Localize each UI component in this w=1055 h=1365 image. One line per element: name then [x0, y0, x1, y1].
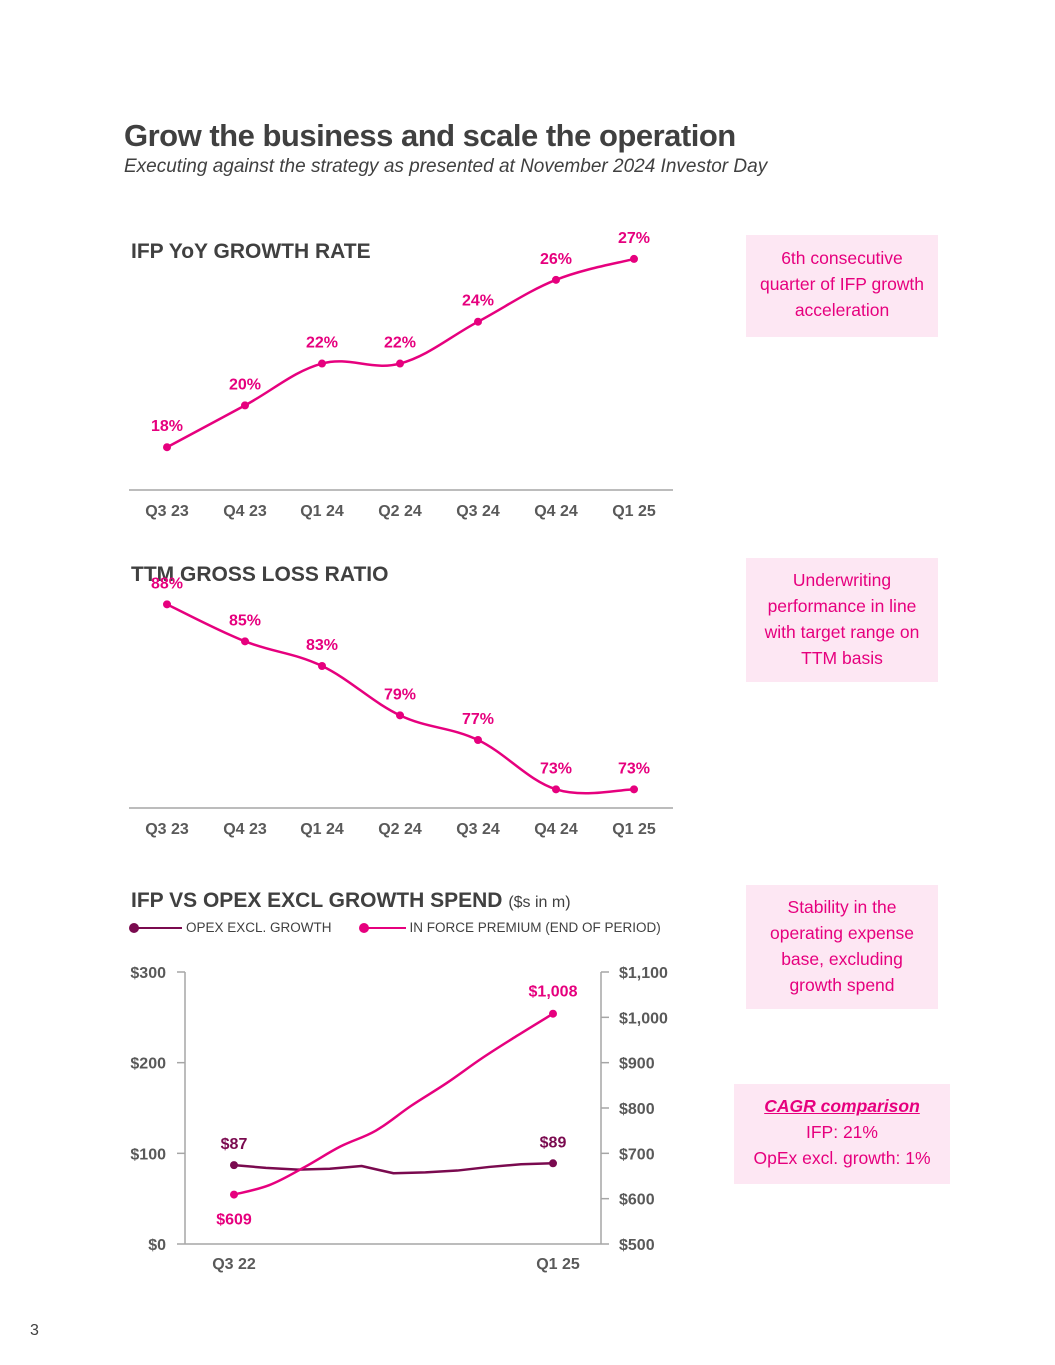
- chart1-data-label: 73%: [618, 760, 650, 777]
- ifp-end-label: $1,008: [529, 984, 578, 1001]
- chart0-point: [318, 359, 326, 368]
- loss-ratio-chart-title: TTM GROSS LOSS RATIO: [131, 563, 389, 586]
- chart1-tick-label: Q3 24: [456, 821, 500, 838]
- chart1-point: [318, 662, 326, 670]
- chart0-tick-label: Q3 23: [145, 503, 189, 520]
- left-axis-tick-label: $200: [130, 1056, 166, 1073]
- chart0-point: [552, 275, 560, 284]
- opex-start-label: $87: [221, 1136, 248, 1153]
- chart0-tick-label: Q1 25: [612, 503, 656, 520]
- chart1-point: [241, 637, 249, 646]
- right-axis-tick-label: $800: [619, 1101, 655, 1118]
- page-subtitle: Executing against the strategy as presen…: [124, 156, 768, 177]
- legend-opex-marker: [129, 922, 182, 933]
- chart1-tick-label: Q1 25: [612, 821, 656, 838]
- chart0-tick-label: Q2 24: [378, 503, 422, 520]
- chart1-point: [396, 711, 404, 720]
- chart1-tick-label: Q3 23: [145, 821, 189, 838]
- chart1-data-label: 79%: [384, 686, 416, 703]
- chart1-data-label: 85%: [229, 612, 261, 629]
- chart1-tick-label: Q4 24: [534, 821, 578, 838]
- chart0-data-label: 18%: [151, 418, 183, 435]
- left-axis-tick-label: $300: [130, 965, 166, 982]
- opex-end-point: [549, 1159, 557, 1168]
- chart1-point: [630, 785, 638, 794]
- ifp-series-line: [233, 1012, 554, 1196]
- ifp-opex-legend: OPEX EXCL. GROWTH IN FORCE PREMIUM (END …: [128, 920, 661, 935]
- callout-ifp-growth: 6th consecutive quarter of IFP growth ac…: [746, 235, 938, 337]
- right-axis-tick-label: $1,000: [619, 1010, 668, 1027]
- x-axis-tick-label: Q1 25: [536, 1256, 580, 1273]
- right-axis-tick-label: $900: [619, 1056, 655, 1073]
- right-axis-tick-label: $500: [619, 1237, 655, 1254]
- chart0-point: [396, 359, 404, 368]
- chart0-data-label: 22%: [384, 335, 416, 352]
- legend-ifp-label: IN FORCE PREMIUM (END OF PERIOD): [409, 920, 661, 935]
- chart1-tick-label: Q1 24: [300, 821, 344, 838]
- ifp-opex-chart-title: IFP VS OPEX EXCL GROWTH SPEND ($s in m): [131, 889, 571, 913]
- chart0-tick-label: Q4 23: [223, 503, 267, 520]
- chart0-point: [241, 401, 249, 410]
- chart0-tick-label: Q4 24: [534, 503, 578, 520]
- chart0-point: [474, 317, 482, 326]
- cagr-ifp: IFP: 21%: [806, 1122, 878, 1142]
- ifp-start-point: [230, 1190, 238, 1199]
- chart1-tick-label: Q2 24: [378, 821, 422, 838]
- callout-opex: Stability in the operating expense base,…: [746, 885, 938, 1009]
- chart1-data-label: 77%: [462, 711, 494, 728]
- chart1-point: [163, 600, 171, 609]
- chart1-point: [474, 736, 482, 744]
- ifp-opex-title-text: IFP VS OPEX EXCL GROWTH SPEND: [131, 889, 503, 912]
- ifp-start-label: $609: [216, 1212, 252, 1229]
- opex-series-line: [233, 1162, 554, 1175]
- chart0-data-label: 20%: [229, 376, 261, 393]
- left-axis-tick-label: $0: [148, 1237, 166, 1254]
- chart0-tick-label: Q1 24: [300, 503, 344, 520]
- chart0-point: [163, 443, 171, 452]
- chart0-tick-label: Q3 24: [456, 503, 500, 520]
- ifp-end-point: [549, 1009, 557, 1018]
- left-axis-tick-label: $100: [130, 1146, 166, 1163]
- cagr-heading: CAGR comparison: [764, 1096, 920, 1116]
- chart1-data-label: 73%: [540, 760, 572, 777]
- right-axis-tick-label: $600: [619, 1192, 655, 1209]
- chart0-point: [630, 254, 638, 263]
- ifp-growth-chart-title: IFP YoY GROWTH RATE: [131, 240, 371, 263]
- chart0-series-line: [166, 257, 635, 449]
- legend-item-opex: OPEX EXCL. GROWTH: [128, 920, 332, 935]
- legend-item-ifp: IN FORCE PREMIUM (END OF PERIOD): [358, 920, 661, 935]
- opex-start-point: [230, 1161, 238, 1170]
- legend-opex-label: OPEX EXCL. GROWTH: [186, 920, 332, 935]
- right-axis-tick-label: $700: [619, 1146, 655, 1163]
- callout-cagr: CAGR comparison IFP: 21% OpEx excl. grow…: [734, 1084, 950, 1184]
- opex-end-label: $89: [540, 1134, 567, 1151]
- chart0-data-label: 24%: [462, 293, 494, 310]
- x-axis-tick-label: Q3 22: [212, 1256, 256, 1273]
- right-axis-tick-label: $1,100: [619, 965, 668, 982]
- chart1-point: [552, 785, 560, 794]
- callout-loss-ratio: Underwriting performance in line with ta…: [746, 558, 938, 682]
- ifp-opex-unit-note: ($s in m): [508, 894, 571, 911]
- chart1-data-label: 88%: [151, 575, 183, 592]
- chart1-tick-label: Q4 23: [223, 821, 267, 838]
- chart0-data-label: 27%: [618, 230, 650, 247]
- page-title: Grow the business and scale the operatio…: [124, 118, 736, 153]
- chart1-data-label: 83%: [306, 637, 338, 654]
- page-number: 3: [30, 1322, 39, 1339]
- legend-ifp-marker: [358, 922, 406, 933]
- chart0-data-label: 26%: [540, 251, 572, 268]
- cagr-opex: OpEx excl. growth: 1%: [753, 1148, 931, 1168]
- chart0-data-label: 22%: [306, 335, 338, 352]
